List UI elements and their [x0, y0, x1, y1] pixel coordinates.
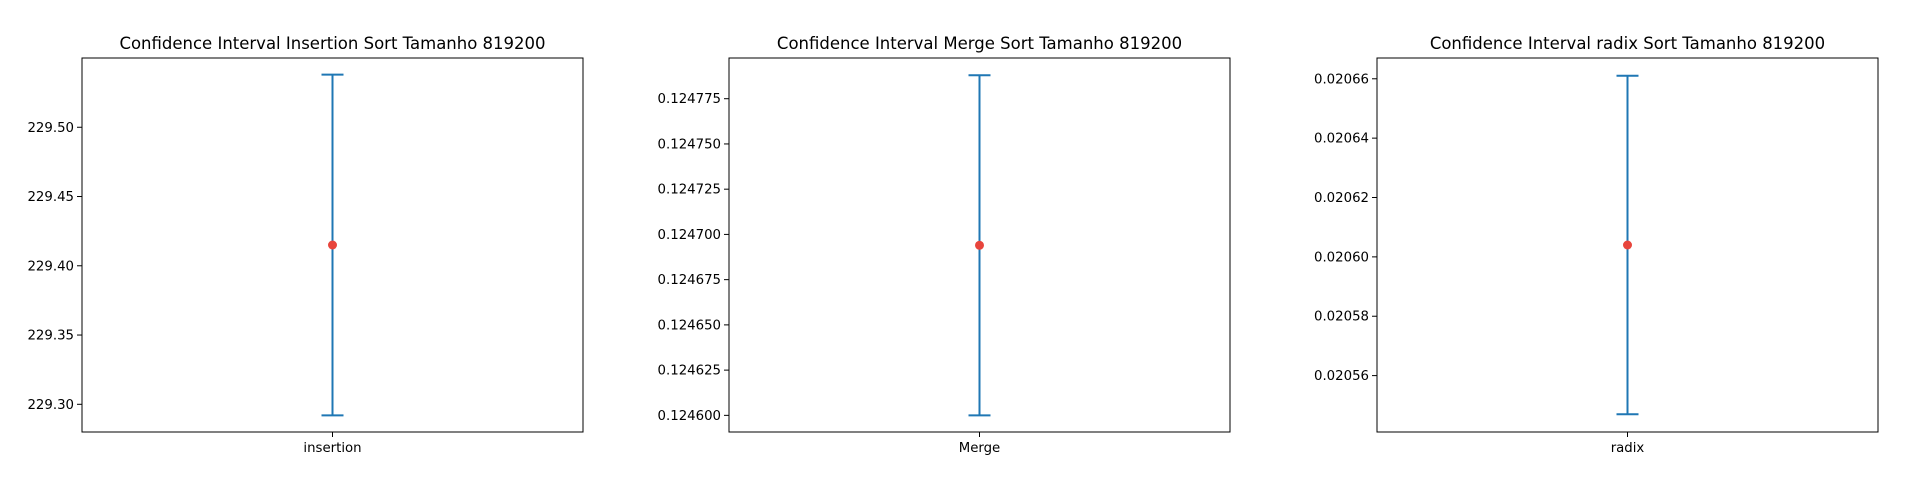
y-tick-label: 0.02058 [1314, 310, 1369, 325]
chart-panel-3: Confidence Interval radix Sort Tamanho 8… [1314, 34, 1879, 456]
x-tick-label: Merge [959, 441, 1001, 456]
y-tick-label: 0.02060 [1314, 250, 1369, 265]
x-tick-label: radix [1611, 441, 1645, 456]
chart-title: Confidence Interval radix Sort Tamanho 8… [1430, 34, 1825, 53]
y-tick-label: 229.40 [27, 259, 74, 274]
y-tick-label: 0.02062 [1314, 191, 1369, 206]
y-tick-label: 0.124675 [658, 273, 721, 288]
y-tick-label: 0.124625 [658, 364, 721, 379]
chart-title: Confidence Interval Insertion Sort Taman… [119, 34, 545, 53]
y-tick-label: 0.02064 [1314, 132, 1369, 147]
y-tick-label: 229.45 [27, 190, 74, 205]
y-tick-label: 229.35 [27, 329, 74, 344]
y-tick-label: 229.50 [27, 121, 74, 136]
y-tick-label: 0.124750 [658, 137, 721, 152]
chart-title: Confidence Interval Merge Sort Tamanho 8… [777, 34, 1182, 53]
x-tick-label: insertion [303, 441, 361, 456]
chart-panel-1: Confidence Interval Insertion Sort Taman… [27, 34, 584, 456]
y-tick-label: 0.02066 [1314, 72, 1369, 87]
y-tick-label: 0.124650 [658, 318, 721, 333]
y-tick-label: 0.02056 [1314, 369, 1369, 384]
mean-point [328, 240, 337, 250]
mean-point [975, 240, 984, 250]
y-tick-label: 0.124775 [658, 92, 721, 107]
chart-panel-2: Confidence Interval Merge Sort Tamanho 8… [658, 34, 1231, 456]
y-tick-label: 0.124700 [658, 228, 721, 243]
y-tick-label: 0.124725 [658, 183, 721, 198]
y-tick-label: 0.124600 [658, 409, 721, 424]
mean-point [1623, 240, 1632, 250]
y-tick-label: 229.30 [27, 398, 74, 413]
